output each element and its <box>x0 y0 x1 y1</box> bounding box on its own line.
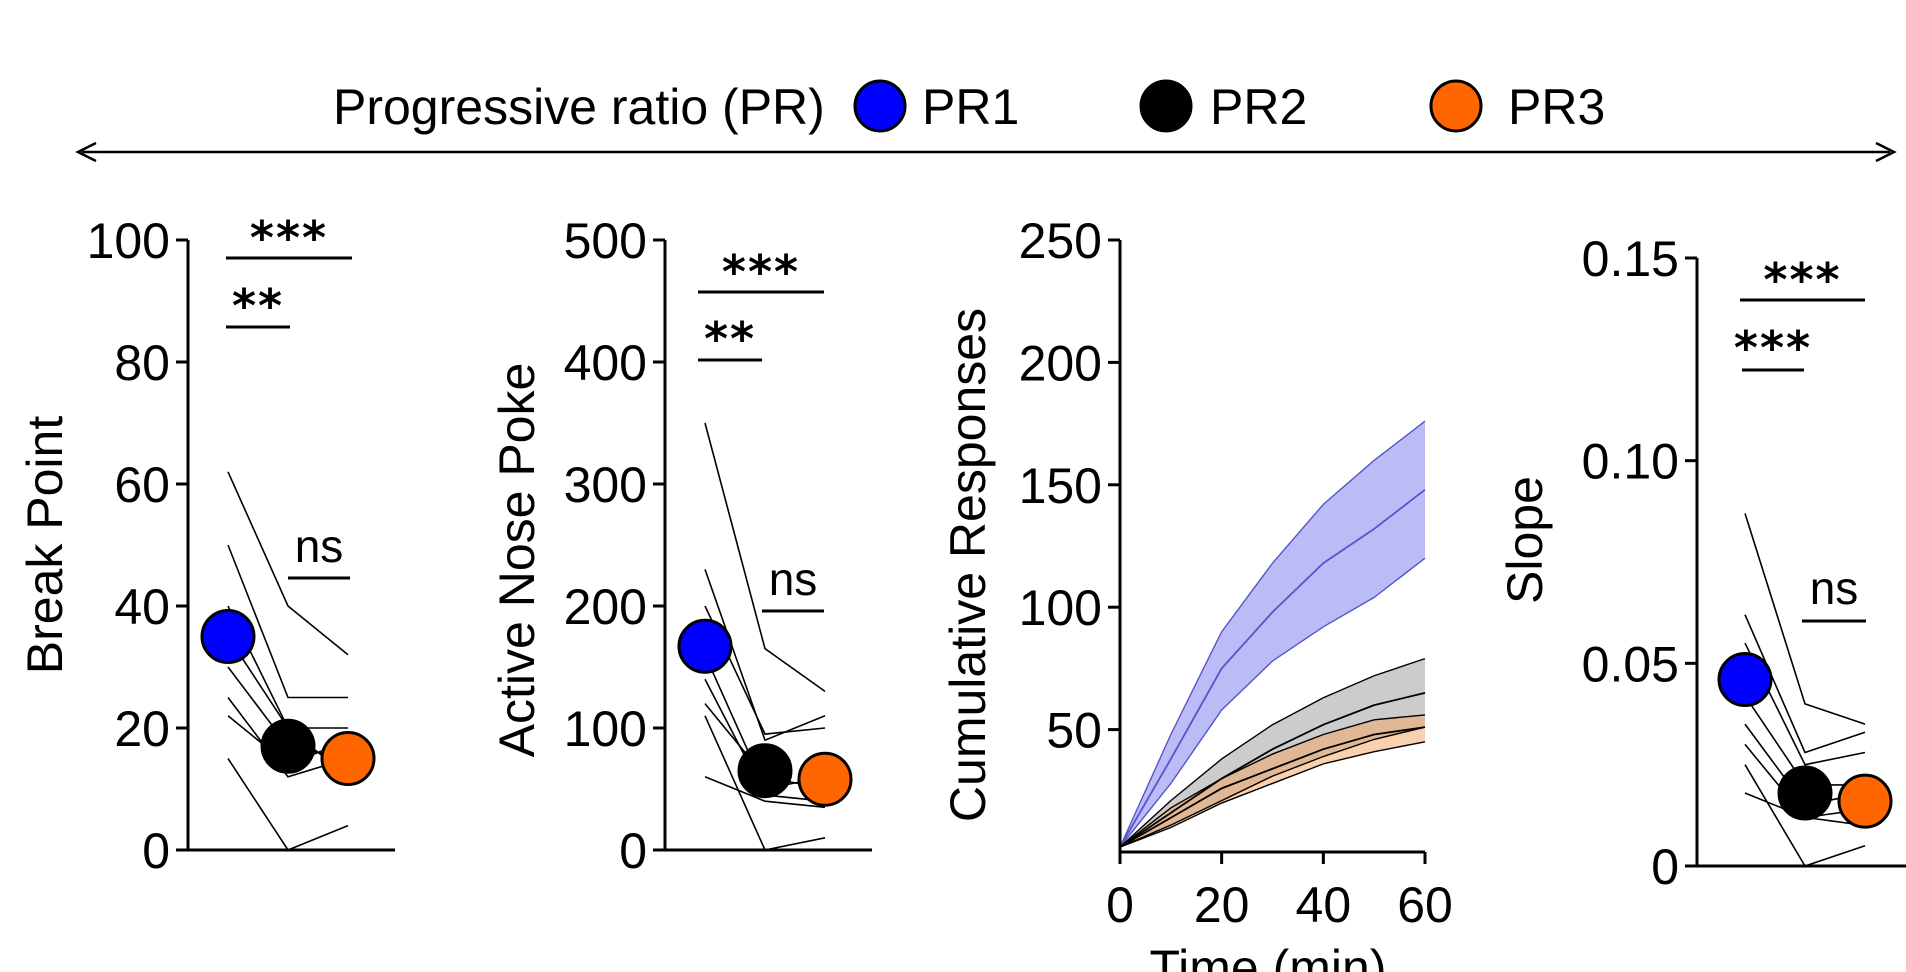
subject-line <box>1744 513 1866 725</box>
y-tick-label: 0.10 <box>1582 434 1679 490</box>
band-pr1 <box>1120 421 1425 848</box>
band-upper-pr3 <box>1119 714 1426 848</box>
y-tick-label: 0 <box>1651 839 1679 895</box>
band-upper-pr1 <box>1119 420 1426 848</box>
y-tick-label: 150 <box>1019 458 1102 514</box>
significance-label: *** <box>250 211 328 265</box>
legend-marker-pr2 <box>1139 79 1193 133</box>
mean-line-pr1 <box>1119 488 1426 848</box>
header-double-arrow <box>75 141 1897 163</box>
subject-line <box>227 471 349 656</box>
significance-label: ** <box>232 279 284 333</box>
subject-line <box>227 544 348 699</box>
mean-point-pr1 <box>1717 652 1773 708</box>
y-tick-label: 500 <box>564 213 647 269</box>
mean-point-pr3 <box>797 751 853 807</box>
y-tick-label: 40 <box>114 579 170 635</box>
panel-slope: 0 0.05 0.10 0.15 Slope *** *** ns <box>1497 231 1906 895</box>
mean-point-pr3 <box>320 731 376 786</box>
band-lower-pr1 <box>1119 557 1426 848</box>
band-lower-pr2 <box>1119 726 1426 848</box>
significance-label: ** <box>704 312 756 366</box>
mean-point-pr2 <box>1777 765 1833 821</box>
significance-label: ns <box>295 520 344 572</box>
y-tick-label: 20 <box>114 701 170 757</box>
y-tick-label: 60 <box>114 457 170 513</box>
subject-line <box>704 422 826 693</box>
mean-line-pr2 <box>1119 692 1426 848</box>
panel-cumulative-responses: 50 100 150 200 250 0 20 40 60 Time (min) Cumulativ… <box>940 213 1453 972</box>
legend-label-pr3: PR3 <box>1508 79 1605 135</box>
y-axis-label: Slope <box>1497 476 1553 604</box>
y-axis-label: Active Nose Poke <box>489 363 545 758</box>
x-tick-label: 20 <box>1194 877 1250 933</box>
y-tick-label: 0 <box>619 823 647 879</box>
subject-line <box>1744 764 1866 867</box>
x-tick-label: 40 <box>1296 877 1352 933</box>
significance-label: *** <box>1734 321 1812 375</box>
subject-line <box>704 715 826 851</box>
y-tick-label: 100 <box>564 701 647 757</box>
subject-line <box>704 776 826 809</box>
y-tick-label: 200 <box>1019 335 1102 391</box>
legend-marker-pr3 <box>1429 79 1483 133</box>
header-title: Progressive ratio (PR) <box>333 79 825 135</box>
significance-label: ns <box>1810 562 1859 614</box>
y-tick-label: 0.05 <box>1582 636 1679 692</box>
significance-label: *** <box>722 245 800 299</box>
x-tick-label: 60 <box>1397 877 1453 933</box>
y-tick-label: 200 <box>564 579 647 635</box>
band-lower-pr3 <box>1119 741 1426 848</box>
x-axis-label: Time (min) <box>1149 940 1386 972</box>
y-tick-label: 100 <box>87 213 170 269</box>
y-tick-label: 50 <box>1046 703 1102 759</box>
y-tick-label: 0 <box>142 823 170 879</box>
legend-label-pr1: PR1 <box>922 79 1019 135</box>
mean-point-pr2 <box>737 743 793 799</box>
mean-point-pr1 <box>677 618 733 674</box>
y-tick-label: 0.15 <box>1582 231 1679 287</box>
mean-line-pr3 <box>1119 726 1426 848</box>
mean-point-pr3 <box>1837 773 1893 829</box>
y-tick-label: 250 <box>1019 213 1102 269</box>
significance-label: *** <box>1763 253 1841 307</box>
band-upper-pr2 <box>1119 657 1426 848</box>
subject-line <box>227 758 349 851</box>
mean-point-pr2 <box>260 718 316 774</box>
y-tick-label: 100 <box>1019 580 1102 636</box>
x-tick-label: 0 <box>1106 877 1134 933</box>
y-tick-label: 400 <box>564 335 647 391</box>
y-axis-label: Cumulative Responses <box>940 308 996 822</box>
legend-label-pr2: PR2 <box>1210 79 1307 135</box>
y-tick-label: 300 <box>564 457 647 513</box>
mean-point-pr1 <box>200 609 256 664</box>
y-axis-label: Break Point <box>17 416 73 675</box>
y-tick-label: 80 <box>114 335 170 391</box>
subject-line <box>704 569 826 742</box>
subject-line <box>1744 614 1866 754</box>
significance-label: ns <box>769 553 818 605</box>
legend-marker-pr1 <box>853 79 907 133</box>
